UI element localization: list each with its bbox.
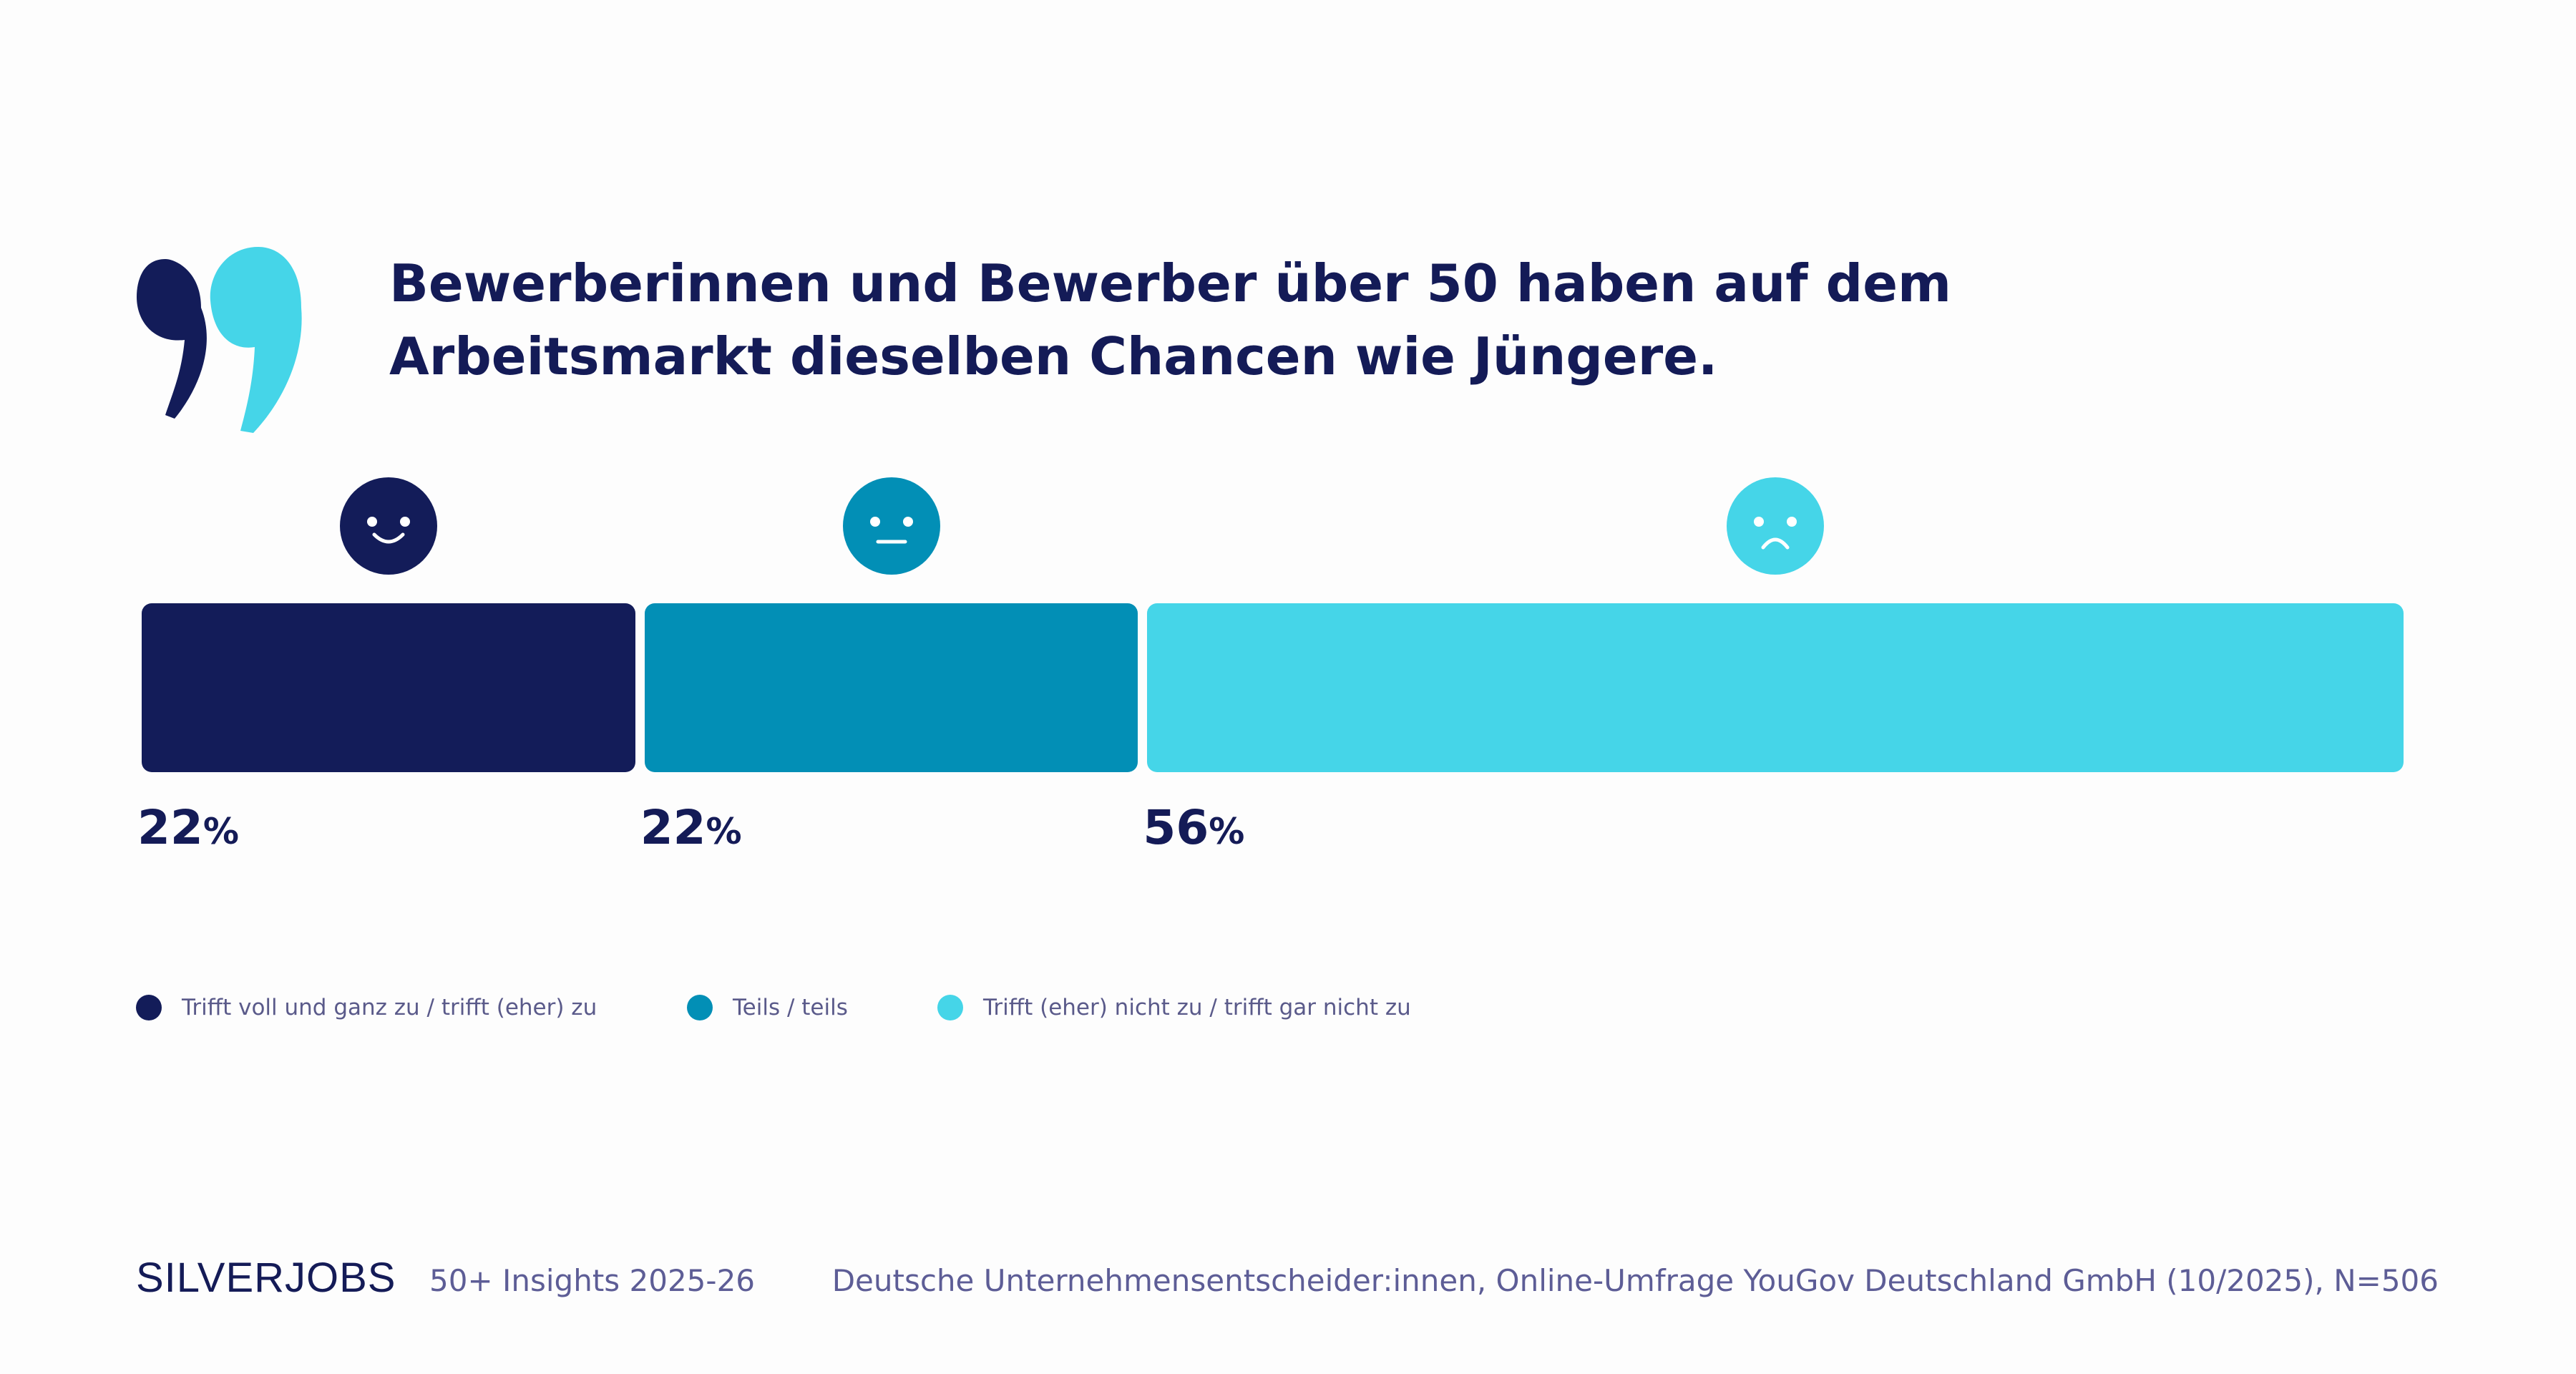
smiley-sad-icon	[1727, 477, 1825, 575]
chart-title: Bewerberinnen und Bewerber über 50 haben…	[389, 253, 1952, 386]
smiley-happy-icon	[339, 477, 437, 575]
bar-segment	[142, 603, 635, 772]
silverjobs-logo: SILVERJOBS	[136, 1254, 396, 1301]
publication-label: 50+ Insights 2025-26	[429, 1263, 756, 1298]
data-label-value: 22	[137, 800, 203, 855]
legend-swatch	[136, 995, 162, 1020]
data-label: 22%	[137, 800, 239, 855]
legend-label: Trifft voll und ganz zu / trifft (eher) …	[182, 995, 597, 1020]
smiley-neutral-icon	[842, 477, 940, 575]
legend-label: Teils / teils	[733, 995, 848, 1020]
data-label: 56%	[1143, 800, 1244, 855]
legend-item: Trifft (eher) nicht zu / trifft gar nich…	[937, 995, 1411, 1020]
quote-marks-icon	[137, 247, 302, 433]
source-note: Deutsche Unternehmensentscheider:innen, …	[831, 1263, 2439, 1298]
legend-item: Trifft voll und ganz zu / trifft (eher) …	[136, 995, 597, 1020]
data-label-value: 56	[1143, 800, 1209, 855]
percent-sign: %	[203, 811, 239, 852]
percent-sign: %	[706, 811, 742, 852]
bar-segment	[644, 603, 1138, 772]
legend-item: Teils / teils	[687, 995, 848, 1020]
percent-sign: %	[1209, 811, 1245, 852]
data-label-value: 22	[640, 800, 706, 855]
legend-swatch	[687, 995, 713, 1020]
bar-segment	[1147, 603, 2404, 772]
legend-label: Trifft (eher) nicht zu / trifft gar nich…	[983, 995, 1411, 1020]
data-label: 22%	[640, 800, 742, 855]
legend-swatch	[937, 995, 963, 1020]
